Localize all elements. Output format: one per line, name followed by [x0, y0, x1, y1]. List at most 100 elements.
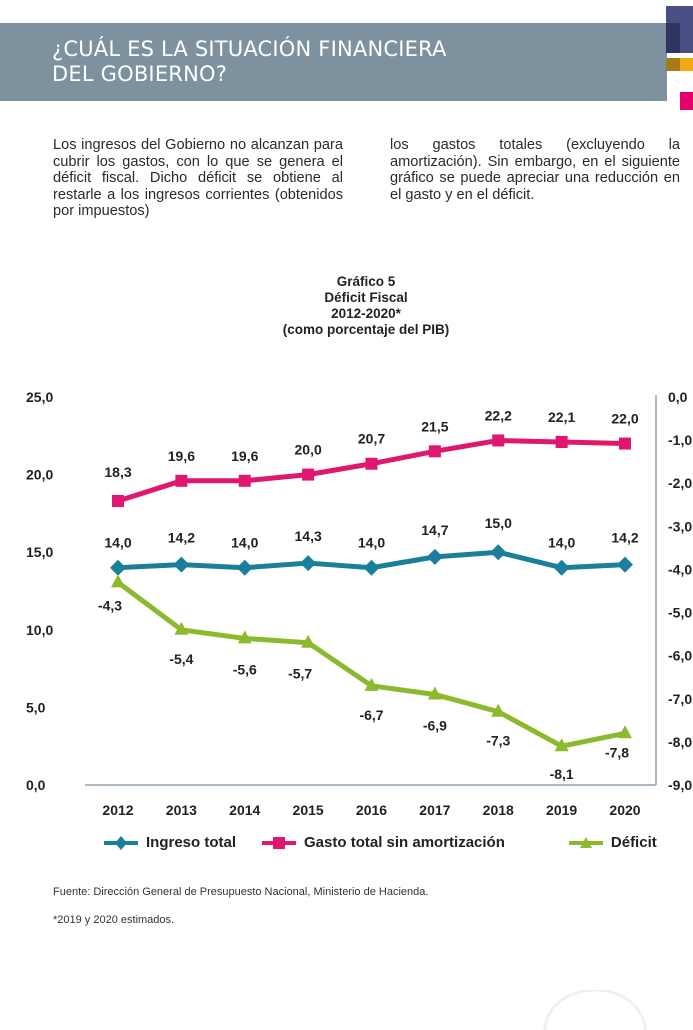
data-label: -6,7 [359, 707, 383, 723]
data-label: 14,0 [104, 535, 131, 551]
data-label: -5,6 [233, 661, 257, 677]
chart-title-block: Gráfico 5 Déficit Fiscal 2012-2020* (com… [0, 274, 693, 338]
y-right-tick-label: -8,0 [668, 734, 692, 750]
data-label: -8,1 [550, 766, 574, 782]
legend-square-marker-icon [262, 836, 297, 849]
legend-item-ingreso: Ingreso total [104, 834, 236, 851]
data-point-square [365, 457, 378, 470]
data-point-diamond [173, 556, 190, 573]
data-label: 22,2 [485, 407, 512, 423]
data-label: -7,8 [605, 744, 629, 760]
data-label: 14,2 [168, 530, 195, 546]
deco-block-navy-overlap [666, 23, 680, 53]
page-title-line2: DEL GOBIERNO? [52, 62, 228, 86]
data-label: -4,3 [98, 597, 122, 613]
y-right-tick-label: -4,0 [668, 561, 692, 577]
data-point-triangle [237, 630, 252, 644]
data-point-triangle [427, 686, 442, 700]
data-label: 14,0 [358, 535, 385, 551]
header-banner [0, 23, 667, 101]
legend-item-gasto: Gasto total sin amortización [262, 834, 505, 851]
deco-block-orange-overlap [666, 58, 680, 71]
data-point-triangle [301, 634, 316, 648]
y-left-tick-label: 5,0 [26, 699, 46, 715]
legend-item-deficit: Déficit [568, 834, 657, 851]
data-label: 20,7 [358, 431, 385, 447]
data-point-square [112, 494, 124, 507]
data-label: 21,5 [421, 418, 448, 434]
data-label: -6,9 [423, 717, 447, 733]
y-right-tick-label: -6,0 [668, 648, 692, 664]
y-left-tick-label: 10,0 [26, 622, 53, 638]
data-label: 22,1 [548, 409, 575, 425]
data-point-triangle [491, 703, 506, 717]
data-label: 14,2 [611, 530, 638, 546]
legend-diamond-marker-icon [104, 835, 138, 850]
chart-title: Gráfico 5 [336, 274, 396, 289]
data-point-diamond [426, 548, 443, 565]
y-left-tick-label: 25,0 [26, 389, 53, 405]
data-point-triangle [554, 738, 569, 752]
data-label: 18,3 [104, 464, 131, 480]
data-point-square [555, 436, 568, 449]
data-point-diamond [110, 559, 126, 576]
data-point-diamond [553, 559, 570, 576]
data-point-triangle [174, 621, 189, 635]
x-tick-label: 2020 [609, 802, 640, 818]
y-left-tick-label: 15,0 [26, 544, 53, 560]
data-label: 19,6 [231, 448, 258, 464]
chart-legend: Ingreso total Gasto total sin amortizaci… [104, 834, 683, 851]
data-point-diamond [236, 559, 253, 576]
data-point-square [619, 437, 631, 450]
data-point-diamond [363, 559, 380, 576]
deco-block-magenta [680, 92, 693, 110]
x-tick-label: 2012 [102, 802, 133, 818]
intro-paragraph-right: los gastos totales (excluyendo la amorti… [390, 137, 680, 203]
y-right-tick-label: -7,0 [668, 691, 692, 707]
data-point-triangle [618, 725, 632, 739]
chart-subtitle: Déficit Fiscal [324, 290, 408, 305]
page-title-line1: ¿CUÁL ES LA SITUACIÓN FINANCIERA [52, 37, 447, 61]
page-title: ¿CUÁL ES LA SITUACIÓN FINANCIERA DEL GOB… [52, 37, 447, 87]
data-label: 22,0 [611, 411, 638, 427]
data-label: 15,0 [485, 515, 512, 531]
decorative-arc [543, 990, 647, 1030]
data-point-square [302, 468, 315, 481]
legend-label-deficit: Déficit [610, 834, 657, 851]
x-tick-label: 2016 [356, 802, 387, 818]
data-point-square [175, 474, 188, 487]
x-tick-label: 2018 [483, 802, 514, 818]
x-tick-label: 2013 [166, 802, 197, 818]
data-label: -7,3 [486, 733, 510, 749]
estimate-note: *2019 y 2020 estimados. [53, 914, 175, 926]
data-point-triangle [364, 677, 379, 691]
intro-paragraph-left: Los ingresos del Gobierno no alcanzan pa… [53, 137, 343, 220]
y-right-tick-label: -1,0 [668, 432, 692, 448]
y-right-tick-label: -2,0 [668, 475, 692, 491]
y-left-tick-label: 20,0 [26, 467, 53, 483]
y-right-tick-label: -3,0 [668, 518, 692, 534]
data-point-triangle [111, 574, 125, 588]
data-label: 19,6 [168, 448, 195, 464]
data-label: -5,4 [169, 651, 193, 667]
data-point-square [238, 474, 251, 487]
chart-units-note: (como porcentaje del PIB) [282, 322, 450, 337]
x-tick-label: 2017 [419, 802, 450, 818]
data-label: 20,0 [295, 442, 322, 458]
legend-triangle-marker-icon [568, 836, 603, 848]
data-point-square [428, 445, 441, 458]
y-right-tick-label: 0,0 [668, 389, 688, 405]
y-right-tick-label: -5,0 [668, 605, 692, 621]
line-chart: 0,0 5,0 10,0 15,0 20,0 25,0 0,0 -1,0 -2,0 -3,0 -4,… [26, 389, 692, 818]
source-note: Fuente: Dirección General de Presupuesto… [53, 886, 429, 898]
data-label: 14,0 [548, 535, 575, 551]
legend-label-gasto: Gasto total sin amortización [304, 834, 505, 851]
data-point-diamond [490, 544, 507, 561]
x-tick-label: 2014 [229, 802, 260, 818]
data-label: -5,7 [288, 666, 312, 682]
data-label: 14,3 [295, 528, 322, 544]
chart-period: 2012-2020* [331, 306, 401, 321]
x-tick-label: 2019 [546, 802, 577, 818]
data-label: 14,0 [231, 535, 258, 551]
data-label: 14,7 [421, 522, 448, 538]
